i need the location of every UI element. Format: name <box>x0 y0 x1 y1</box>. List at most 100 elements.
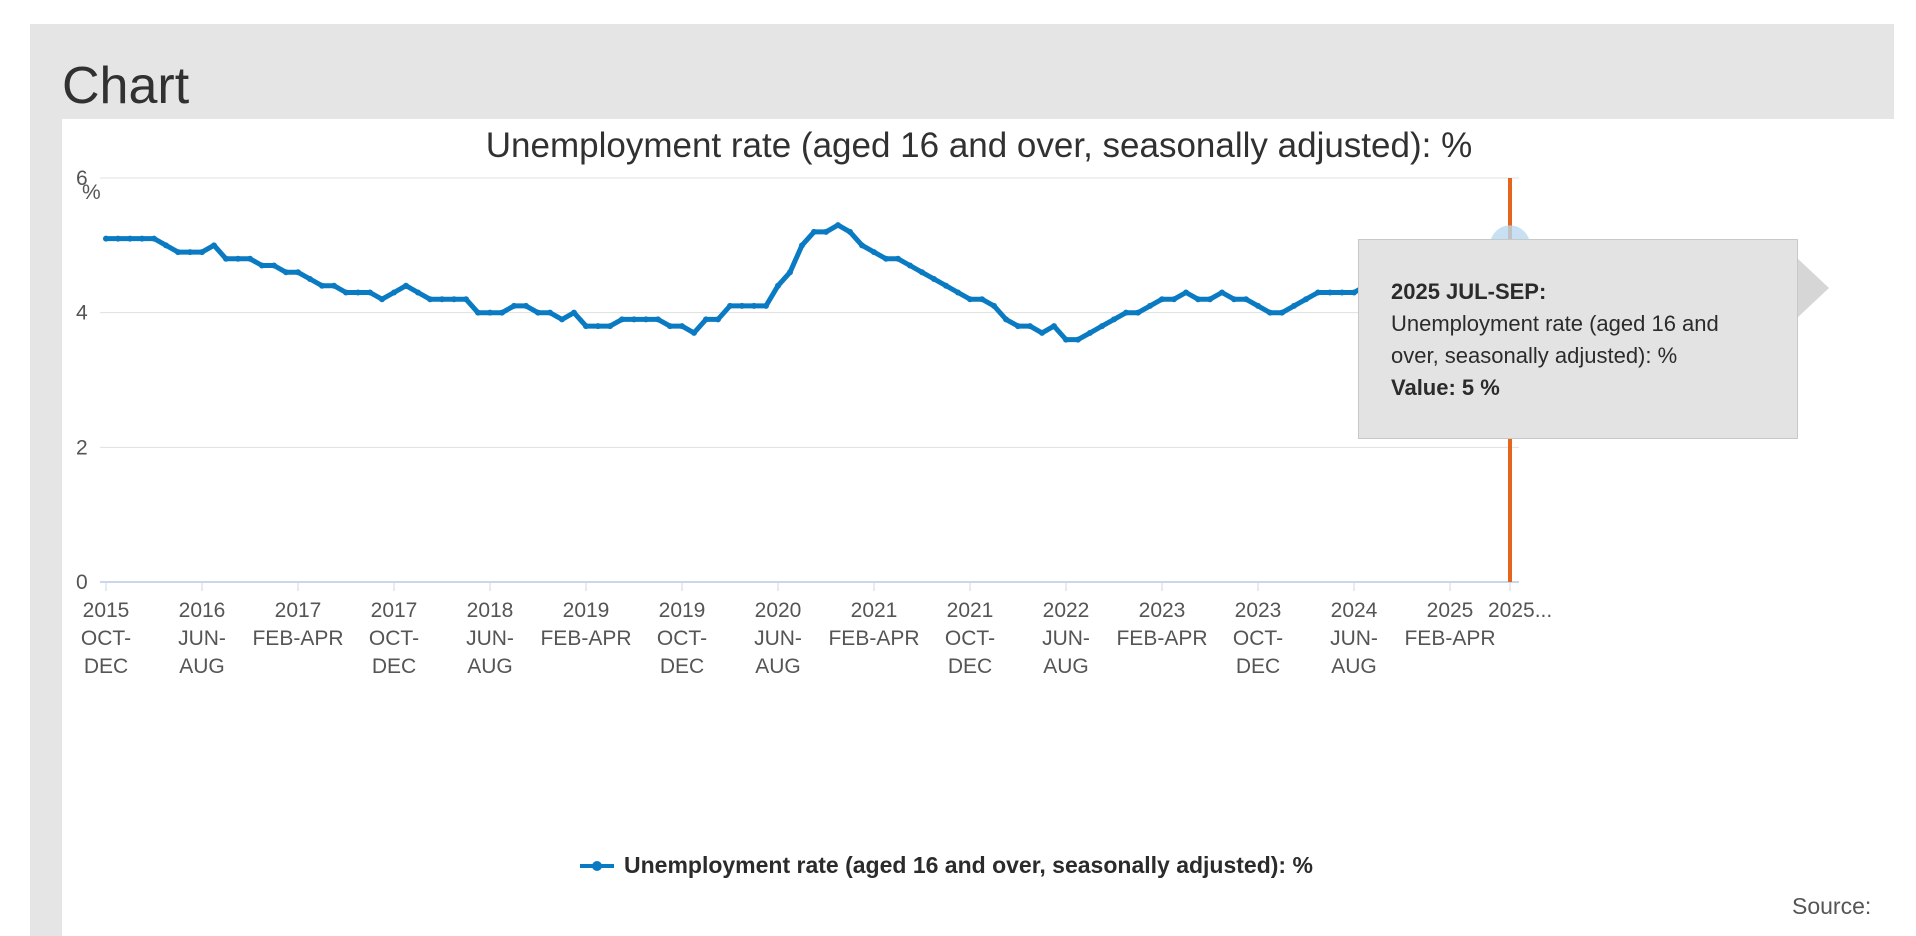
x-tick-period: JUN- <box>178 627 226 650</box>
data-point <box>895 255 901 262</box>
data-point <box>343 289 349 296</box>
data-point <box>775 282 781 289</box>
data-point <box>1219 289 1225 296</box>
data-point <box>631 316 637 323</box>
data-point <box>535 309 541 316</box>
data-point <box>1171 296 1177 303</box>
data-point <box>799 242 805 249</box>
data-point <box>883 255 889 262</box>
data-point <box>643 316 649 323</box>
x-axis-ticks: 2015 OCT- DEC 2016 JUN- AUG 2017 FEB-APR 2017 OCT… <box>81 582 1552 678</box>
data-point <box>655 316 661 323</box>
data-point <box>499 309 505 316</box>
data-point <box>583 323 589 330</box>
data-point <box>319 282 325 289</box>
data-point <box>391 289 397 296</box>
x-tick-period: DEC <box>1236 655 1280 678</box>
data-point <box>163 242 169 249</box>
y-axis-unit: % <box>82 181 101 204</box>
x-tick-year: 2022 <box>1043 599 1090 622</box>
data-point <box>271 262 277 269</box>
x-tick-year: 2016 <box>179 599 226 622</box>
data-point <box>739 302 745 309</box>
data-point <box>1231 296 1237 303</box>
data-point <box>439 296 445 303</box>
tooltip: 2025 JUL-SEP: Unemployment rate (aged 16… <box>1358 239 1798 439</box>
data-point <box>907 262 913 269</box>
x-tick-year: 2018 <box>467 599 514 622</box>
x-tick-year: 2017 <box>275 599 322 622</box>
y-tick-label: 6 <box>76 167 88 190</box>
data-point <box>175 249 181 256</box>
data-point <box>367 289 373 296</box>
x-tick-year: 2017 <box>371 599 418 622</box>
data-point <box>1315 289 1321 296</box>
x-tick-period: DEC <box>948 655 992 678</box>
x-tick-year: 2021 <box>851 599 898 622</box>
data-point <box>307 276 313 282</box>
data-point <box>295 269 301 276</box>
data-point <box>523 302 529 309</box>
data-point <box>1039 329 1045 336</box>
x-tick-period: FEB-APR <box>252 627 343 650</box>
data-points <box>103 222 1513 343</box>
x-tick-year: 2019 <box>659 599 706 622</box>
data-point <box>871 249 877 256</box>
x-tick-period: JUN- <box>1042 627 1090 650</box>
series-line[interactable] <box>103 222 1513 343</box>
panel-title: Chart <box>62 57 190 115</box>
tooltip-series-label: Unemployment rate (aged 16 and over, sea… <box>1391 311 1719 368</box>
x-tick-year: 2025 <box>1427 599 1474 622</box>
data-point <box>1339 289 1345 296</box>
data-point <box>415 289 421 296</box>
data-point <box>1183 289 1189 296</box>
chart-title: Unemployment rate (aged 16 and over, sea… <box>486 126 1472 165</box>
line-chart: Unemployment rate (aged 16 and over, sea… <box>76 126 1552 678</box>
data-point <box>139 235 145 242</box>
y-tick-label: 0 <box>76 571 88 594</box>
data-point <box>1267 309 1273 316</box>
data-point <box>691 329 697 336</box>
data-point <box>1159 296 1165 303</box>
data-point <box>223 255 229 262</box>
x-tick-period: AUG <box>1331 655 1377 678</box>
data-point <box>943 282 949 289</box>
y-tick-label: 4 <box>76 302 88 325</box>
x-tick-period: FEB-APR <box>1404 627 1495 650</box>
data-point <box>931 276 937 282</box>
data-point <box>727 302 733 309</box>
data-point <box>379 296 385 303</box>
data-point <box>715 316 721 323</box>
data-point <box>607 323 613 330</box>
x-tick-period: FEB-APR <box>1116 627 1207 650</box>
legend-swatch-icon <box>580 860 614 871</box>
data-point <box>1063 336 1069 343</box>
data-point <box>511 302 517 309</box>
data-point <box>1111 316 1117 323</box>
data-point <box>283 269 289 276</box>
data-point <box>235 255 241 262</box>
data-point <box>1015 323 1021 330</box>
tooltip-value: Value: 5 % <box>1391 375 1500 400</box>
legend[interactable]: Unemployment rate (aged 16 and over, sea… <box>580 852 1313 879</box>
legend-label: Unemployment rate (aged 16 and over, sea… <box>624 852 1313 878</box>
x-tick-period: JUN- <box>754 627 802 650</box>
data-point <box>1051 323 1057 330</box>
x-tick-period: DEC <box>84 655 128 678</box>
data-point <box>1027 323 1033 330</box>
x-tick-period: AUG <box>755 655 801 678</box>
data-point <box>847 228 853 235</box>
data-point <box>103 235 109 242</box>
data-point <box>559 316 565 323</box>
data-point <box>1003 316 1009 323</box>
data-point <box>1291 302 1297 309</box>
tooltip-arrow <box>1797 258 1829 318</box>
x-tick-period: OCT- <box>81 627 131 650</box>
data-point <box>1255 302 1261 309</box>
data-point <box>679 323 685 330</box>
data-point <box>247 255 253 262</box>
y-axis-ticks: 0 2 4 6 <box>76 167 88 594</box>
x-tick-period: JUN- <box>466 627 514 650</box>
x-tick-period: FEB-APR <box>540 627 631 650</box>
data-point <box>331 282 337 289</box>
